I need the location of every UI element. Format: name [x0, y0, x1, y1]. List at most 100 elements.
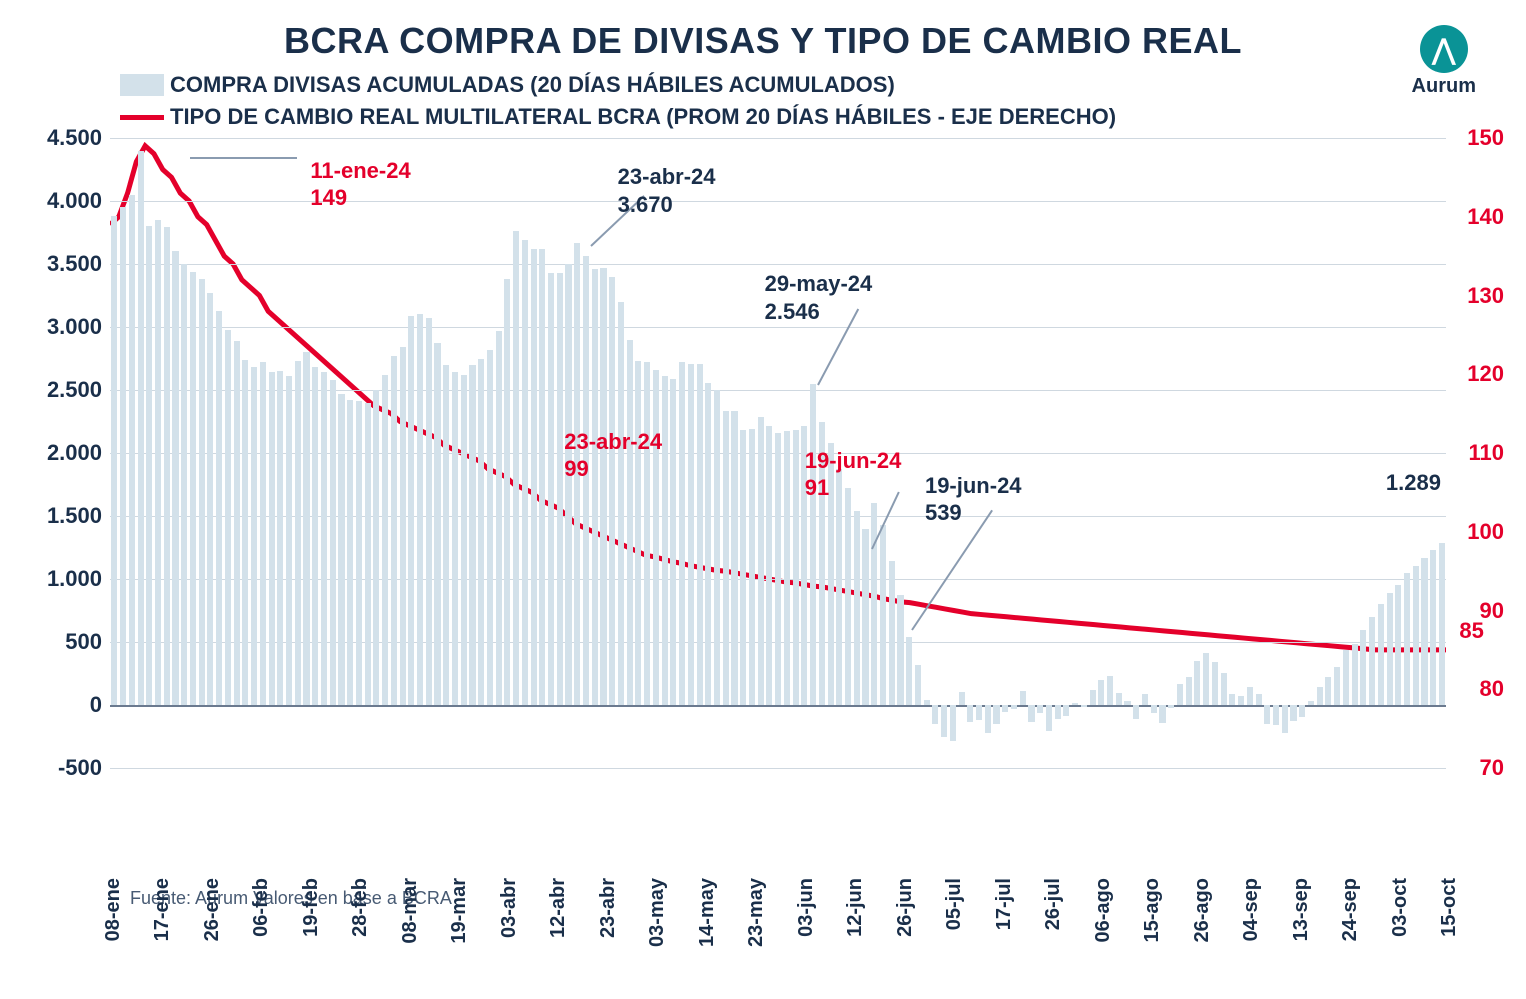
bar [688, 364, 694, 705]
y2-tick-label: 130 [1452, 283, 1504, 309]
bar [260, 362, 266, 705]
bar [609, 277, 615, 705]
bar [1194, 661, 1200, 705]
bar [985, 705, 991, 733]
bar [1273, 705, 1279, 725]
legend-swatch-bar [120, 74, 164, 96]
bar-slot [739, 138, 748, 768]
bar [1229, 694, 1235, 705]
annotation: 1.289 [1386, 469, 1441, 497]
bar-series [110, 138, 1446, 768]
bar [565, 264, 571, 705]
x-tick-label: 19-feb [300, 878, 323, 937]
bar [1028, 705, 1034, 722]
bar [172, 251, 178, 705]
bar [880, 525, 886, 705]
bar [251, 367, 257, 705]
x-tick-label: 15-ago [1141, 878, 1164, 942]
bar [408, 316, 414, 705]
legend-label-line: TIPO DE CAMBIO REAL MULTILATERAL BCRA (P… [170, 104, 1116, 130]
bar [1159, 705, 1165, 723]
x-tick-label: 23-abr [597, 878, 620, 938]
plot-area: -50005001.0001.5002.0002.5003.0003.5004.… [110, 138, 1446, 768]
bar [469, 365, 475, 705]
x-tick-label: 15-oct [1438, 878, 1461, 937]
bar [277, 371, 283, 705]
bar [906, 637, 912, 705]
bar-slot [328, 138, 337, 768]
bar [216, 311, 222, 705]
bar [1107, 676, 1113, 705]
bar [487, 350, 493, 705]
bar-slot [416, 138, 425, 768]
bar [1177, 684, 1183, 705]
bar [1072, 703, 1078, 705]
bar-slot [1403, 138, 1412, 768]
bar [1238, 696, 1244, 705]
y2-tick-label: 70 [1452, 755, 1504, 781]
annotation: 11-ene-24149 [310, 157, 410, 212]
x-tick-label: 13-sep [1290, 878, 1313, 941]
bar-slot [215, 138, 224, 768]
bar [1413, 566, 1419, 705]
bar [976, 705, 982, 720]
bar-slot [730, 138, 739, 768]
bar [522, 240, 528, 705]
y1-tick-label: 4.000 [30, 188, 102, 214]
bar [1011, 705, 1017, 709]
bar [915, 665, 921, 705]
bar [1055, 705, 1061, 719]
bar-slot [162, 138, 171, 768]
bar [461, 375, 467, 705]
x-tick-label: 17-ene [151, 878, 174, 941]
bar [1352, 644, 1358, 705]
bar [120, 207, 126, 705]
bar-slot [145, 138, 154, 768]
bar-slot [390, 138, 399, 768]
bar [1212, 662, 1218, 705]
x-tick-label: 05-jul [943, 878, 966, 930]
bar [426, 318, 432, 705]
y1-tick-label: 2.000 [30, 440, 102, 466]
bar-slot [119, 138, 128, 768]
bar-slot [381, 138, 390, 768]
bar [1046, 705, 1052, 731]
bar [478, 359, 484, 705]
bar [400, 347, 406, 705]
legend-item-bars: COMPRA DIVISAS ACUMULADAS (20 DÍAS HÁBIL… [120, 72, 1506, 98]
bar [1343, 650, 1349, 705]
bar [627, 340, 633, 705]
bar-slot [1350, 138, 1359, 768]
bar-slot [197, 138, 206, 768]
bar-slot [241, 138, 250, 768]
bar-slot [1114, 138, 1123, 768]
x-tick-label: 04-sep [1240, 878, 1263, 941]
bar [373, 390, 379, 705]
bar [181, 264, 187, 705]
bar [766, 426, 772, 705]
x-tick-label: 06-feb [250, 878, 273, 937]
bar [592, 269, 598, 705]
bar-slot [748, 138, 757, 768]
bar-slot [258, 138, 267, 768]
bar [513, 231, 519, 705]
bar [146, 226, 152, 705]
y2-tick-label: 100 [1452, 519, 1504, 545]
bar [295, 361, 301, 705]
bar-slot [1018, 138, 1027, 768]
bar-slot [791, 138, 800, 768]
x-tick-label: 28-feb [349, 878, 372, 937]
bar-slot [1045, 138, 1054, 768]
bar [941, 705, 947, 737]
bar [1395, 585, 1401, 705]
bar-slot [1193, 138, 1202, 768]
bar-slot [1149, 138, 1158, 768]
bar [312, 367, 318, 705]
bar [1308, 701, 1314, 705]
annotation: 29-may-242.546 [765, 270, 873, 325]
bar [347, 400, 353, 705]
x-tick-label: 12-abr [547, 878, 570, 938]
bar-slot [285, 138, 294, 768]
x-tick-label: 23-may [745, 878, 768, 947]
bar-slot [949, 138, 958, 768]
